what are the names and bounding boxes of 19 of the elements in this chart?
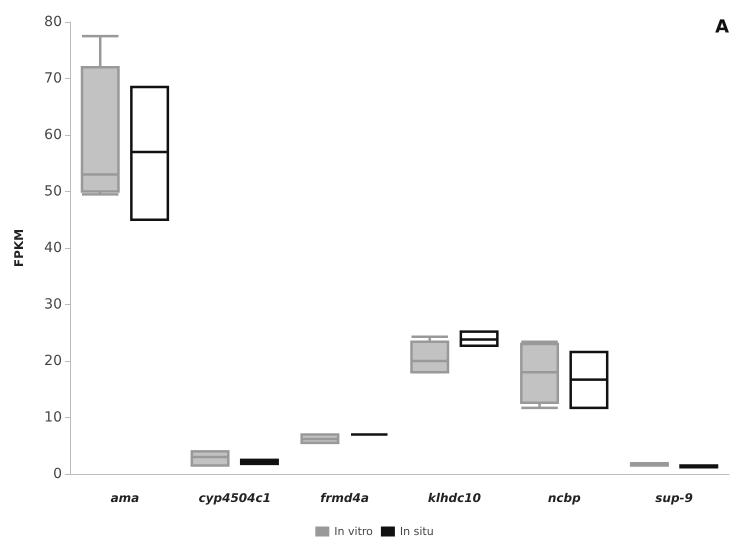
x-tick-label: ncbp <box>548 491 582 505</box>
annotation: A <box>715 16 730 38</box>
y-tick-label: 60 <box>44 127 62 143</box>
y-tick-label: 0 <box>53 466 62 482</box>
y-tick-label: 80 <box>44 14 62 30</box>
y-tick-label: 30 <box>44 296 62 312</box>
y-tick-label: 10 <box>44 410 62 426</box>
x-tick-label: sup-9 <box>655 491 693 505</box>
legend-label: In vitro <box>334 525 374 538</box>
x-tick-label: cyp4504c1 <box>198 491 271 505</box>
x-tick-label: frmd4a <box>320 491 369 505</box>
x-tick-label: klhdc10 <box>428 491 481 505</box>
x-tick-label: ama <box>110 491 140 505</box>
y-tick-label: 50 <box>44 184 62 200</box>
y-tick-label: 70 <box>44 70 62 86</box>
y-tick-label: 40 <box>44 240 62 256</box>
y-axis-title: FPKM <box>12 228 26 268</box>
y-tick-label: 20 <box>44 353 62 369</box>
legend-label: In situ <box>400 525 434 538</box>
